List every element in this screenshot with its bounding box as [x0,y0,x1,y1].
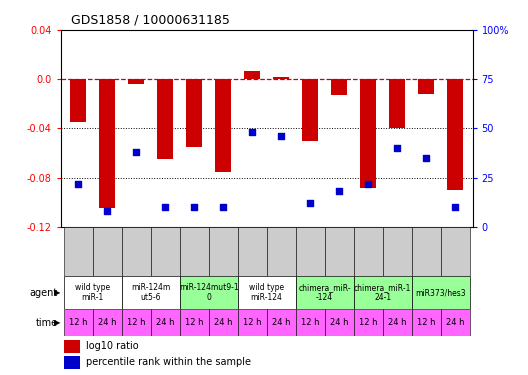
Text: 12 h: 12 h [127,318,145,327]
Bar [441,227,470,276]
Bar [331,79,347,95]
Point [103,208,111,214]
Bar [157,79,173,159]
Bar [63,227,92,276]
Bar [121,227,150,276]
Point [190,204,199,210]
Bar [360,79,376,188]
Bar [383,309,412,336]
Bar [186,79,202,147]
Bar [441,309,470,336]
Bar [447,79,463,190]
Bar [64,356,80,369]
Text: ▶: ▶ [54,318,60,327]
Bar [383,227,412,276]
Point [161,204,169,210]
Bar [180,276,238,309]
Point [74,181,82,187]
Text: agent: agent [30,288,58,297]
Point [306,200,314,206]
Point [451,204,459,210]
Text: miR-124mut9-1
0: miR-124mut9-1 0 [179,283,239,302]
Point [393,145,401,151]
Text: wild type
miR-124: wild type miR-124 [249,283,284,302]
Bar [64,340,80,352]
Text: 12 h: 12 h [69,318,87,327]
Bar [63,309,92,336]
Text: 12 h: 12 h [243,318,261,327]
Point [364,181,372,187]
Text: chimera_miR-
-124: chimera_miR- -124 [298,283,351,302]
Bar [238,276,296,309]
Text: percentile rank within the sample: percentile rank within the sample [86,357,251,368]
Point [422,155,430,161]
Text: miR373/hes3: miR373/hes3 [416,288,466,297]
Text: 24 h: 24 h [98,318,116,327]
Text: 24 h: 24 h [446,318,465,327]
Bar [354,276,412,309]
Bar [389,79,405,128]
Bar [296,227,325,276]
Point [248,129,257,135]
Bar [92,227,121,276]
Text: 24 h: 24 h [330,318,348,327]
Bar [209,309,238,336]
Bar [121,309,150,336]
Bar [412,227,441,276]
Text: time: time [36,318,58,327]
Bar [267,227,296,276]
Bar [238,309,267,336]
Text: 12 h: 12 h [185,318,203,327]
Bar [150,309,180,336]
Bar [121,276,180,309]
Text: miR-124m
ut5-6: miR-124m ut5-6 [131,283,170,302]
Bar [244,70,260,79]
Text: ▶: ▶ [54,288,60,297]
Bar [412,309,441,336]
Bar [273,77,289,79]
Bar [128,79,144,84]
Bar [209,227,238,276]
Text: 12 h: 12 h [301,318,319,327]
Bar [92,309,121,336]
Bar [180,309,209,336]
Bar [412,276,470,309]
Bar [354,227,383,276]
Bar [150,227,180,276]
Text: GDS1858 / 10000631185: GDS1858 / 10000631185 [71,13,230,26]
Point [132,149,140,155]
Bar [302,79,318,141]
Bar [418,79,434,94]
Bar [99,79,115,209]
Bar [267,309,296,336]
Point [277,134,285,140]
Text: 24 h: 24 h [214,318,232,327]
Point [335,188,343,194]
Text: 24 h: 24 h [156,318,174,327]
Bar [63,276,121,309]
Text: chimera_miR-1
24-1: chimera_miR-1 24-1 [354,283,411,302]
Bar [238,227,267,276]
Text: 12 h: 12 h [359,318,378,327]
Text: log10 ratio: log10 ratio [86,341,138,351]
Text: 24 h: 24 h [272,318,290,327]
Point [219,204,228,210]
Bar [325,227,354,276]
Bar [354,309,383,336]
Text: 12 h: 12 h [417,318,436,327]
Bar [325,309,354,336]
Text: 24 h: 24 h [388,318,407,327]
Bar [296,309,325,336]
Bar [180,227,209,276]
Text: wild type
miR-1: wild type miR-1 [75,283,110,302]
Bar [70,79,86,122]
Bar [215,79,231,171]
Bar [296,276,354,309]
